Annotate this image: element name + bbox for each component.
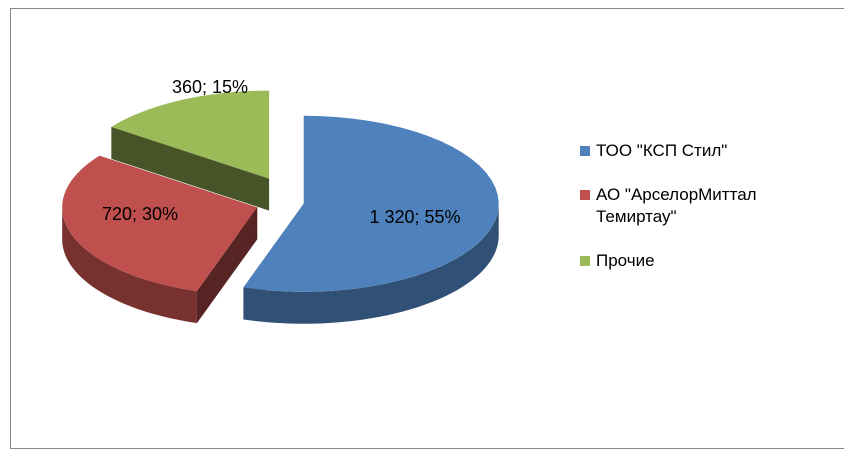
chart-border bbox=[10, 8, 844, 449]
data-label: 360; 15% bbox=[172, 77, 248, 97]
slice-side bbox=[196, 207, 258, 324]
legend-swatch bbox=[580, 146, 590, 156]
legend-label: АО "АрселорМиттал Темиртау" bbox=[596, 185, 757, 226]
slice bbox=[111, 90, 270, 211]
legend-label: ТОО "КСП Стил" bbox=[596, 141, 728, 160]
slice-top bbox=[111, 90, 270, 179]
slice-side bbox=[111, 126, 270, 211]
slice-top bbox=[243, 115, 499, 292]
data-label: 720; 30% bbox=[102, 204, 178, 224]
data-label: 1 320; 55% bbox=[369, 207, 460, 227]
legend-entry: ТОО "КСП Стил" bbox=[580, 140, 830, 162]
legend-label: Прочие bbox=[596, 251, 655, 270]
legend-entry: АО "АрселорМиттал Темиртау" bbox=[580, 184, 830, 228]
legend-swatch bbox=[580, 190, 590, 200]
legend-swatch bbox=[580, 256, 590, 266]
slice-top bbox=[62, 155, 258, 292]
slice-wall bbox=[62, 207, 197, 324]
slice bbox=[62, 155, 258, 324]
slice bbox=[243, 115, 499, 324]
legend-entry: Прочие bbox=[580, 250, 830, 272]
slice-wall bbox=[243, 203, 499, 324]
legend: ТОО "КСП Стил" АО "АрселорМиттал Темиртау… bbox=[580, 140, 830, 294]
